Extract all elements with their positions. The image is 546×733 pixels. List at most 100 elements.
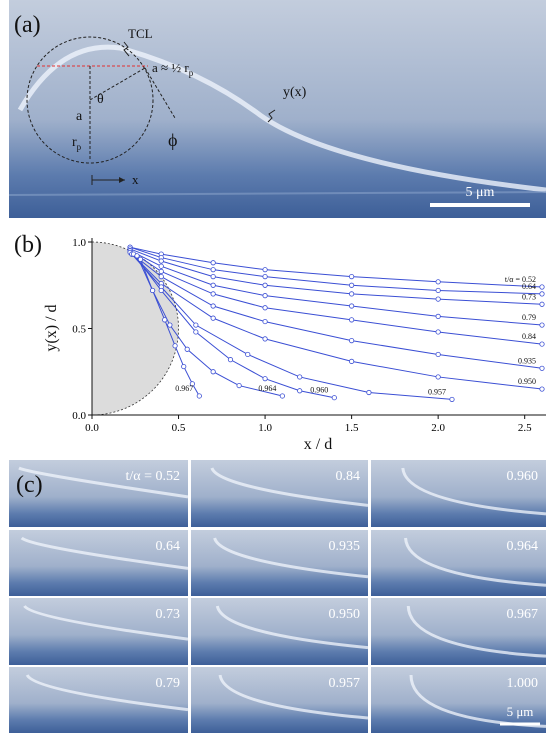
series-label: 0.964: [258, 384, 276, 393]
annotation: x: [132, 172, 139, 187]
frame-label: 0.84: [336, 469, 361, 484]
chart: 0.0 0.5 1.0 1.5 2.0 2.5 0.0 0.5 1.0 t/α = 0.520.6…: [72, 237, 546, 434]
y-tick-label: 0.5: [72, 324, 86, 336]
data-point: [158, 263, 164, 269]
annotation: ϕ: [168, 130, 177, 150]
annotation: a: [76, 109, 83, 124]
meniscus: [20, 536, 188, 570]
data-point: [210, 315, 216, 321]
data-point: [236, 382, 242, 389]
data-point: [181, 363, 187, 370]
frame-label: 0.950: [329, 607, 361, 622]
data-point: [279, 393, 285, 399]
scale-bar-label: 5 μm: [507, 704, 534, 719]
x-axis-label: x / d: [304, 436, 332, 453]
series-label: 0.950: [518, 377, 536, 386]
frame-label: 0.960: [507, 469, 539, 484]
data-point: [539, 386, 545, 392]
frame-image: [191, 598, 368, 665]
frame-label: 0.64: [156, 539, 181, 554]
data-point: [158, 287, 164, 294]
data-point: [196, 393, 202, 399]
annotation: a ≈ ½ rp: [152, 60, 194, 78]
meniscus: [25, 674, 188, 712]
data-point: [158, 273, 164, 280]
annotation: TCL: [128, 26, 153, 41]
data-point: [210, 282, 216, 288]
data-point: [539, 341, 545, 347]
meniscus: [215, 605, 368, 650]
frame-label: 0.964: [507, 539, 539, 554]
series-line: [129, 246, 543, 288]
data-point: [158, 268, 164, 275]
data-point: [349, 303, 355, 309]
series-line: [129, 250, 543, 326]
data-point: [539, 301, 545, 307]
data-point: [349, 291, 355, 297]
annotation: θ: [97, 92, 104, 107]
data-point: [435, 351, 441, 358]
data-point: [297, 374, 303, 380]
data-point: [331, 395, 337, 401]
frame: [371, 667, 546, 733]
data-point: [158, 258, 164, 264]
data-point: [435, 313, 441, 319]
meniscus: [218, 674, 368, 720]
series-label: 0.967: [175, 384, 193, 393]
data-point: [435, 296, 441, 302]
data-point: [210, 369, 216, 375]
data-point: [435, 374, 441, 380]
data-point: [210, 291, 216, 297]
data-point: [435, 279, 441, 285]
data-point: [210, 303, 216, 309]
series-label: 0.957: [428, 387, 446, 396]
annotation: r: [72, 135, 77, 150]
meniscus: [213, 537, 368, 579]
frame: [9, 598, 188, 665]
series-label: 0.960: [310, 386, 328, 395]
frame: [9, 530, 188, 596]
meniscus: [18, 466, 188, 499]
series-label: 0.935: [518, 356, 536, 365]
frame-label: t/α = 0.52: [125, 469, 180, 484]
frame-label: 0.935: [329, 539, 361, 554]
y-tick-label: 0.0: [72, 410, 86, 422]
data-point: [210, 260, 216, 266]
series-label: 0.79: [522, 313, 536, 322]
data-point: [134, 253, 140, 259]
annotation: p: [77, 142, 82, 152]
frame: [9, 667, 188, 733]
frame-image: [9, 667, 188, 733]
x-tick-label: 2.5: [518, 422, 532, 434]
data-point: [349, 282, 355, 288]
frame: [371, 460, 546, 527]
data-point: [262, 318, 268, 325]
annotation: p: [189, 68, 194, 78]
x-tick-label: 1.5: [345, 422, 359, 434]
frame: [191, 667, 368, 733]
data-point: [349, 317, 355, 323]
frame: [371, 530, 546, 596]
data-point: [366, 389, 372, 396]
scale-bar-label: 5 μm: [466, 185, 495, 200]
meniscus: [401, 467, 546, 516]
data-point: [349, 358, 355, 364]
y-tick-label: 1.0: [72, 237, 86, 249]
frame-image: [371, 667, 546, 733]
data-point: [184, 346, 190, 352]
x-tick-label: 2.0: [431, 422, 445, 434]
data-point: [262, 305, 268, 311]
data-point: [539, 291, 545, 297]
data-point: [349, 338, 355, 344]
x-tick-label: 1.0: [258, 422, 272, 434]
y-axis-label: y(x) / d: [43, 304, 60, 351]
data-point: [162, 317, 168, 323]
frame-grid: t/α = 0.52 0.64 0.73 0.79 0.84 0.935 0.950 0.95…: [9, 460, 546, 733]
frame-label: 1.000: [507, 676, 539, 691]
annotation: rp: [72, 135, 82, 152]
data-point: [193, 322, 199, 328]
data-point: [297, 388, 303, 394]
x-tick-label: 0.5: [172, 422, 186, 434]
frame: [191, 460, 368, 527]
data-point: [193, 329, 199, 335]
